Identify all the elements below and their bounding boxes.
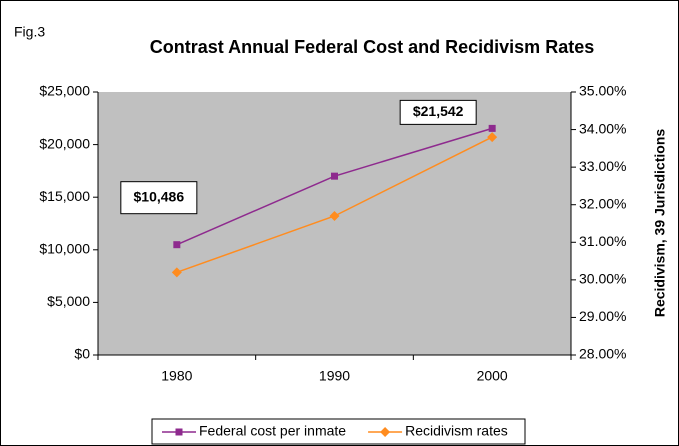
- y2-tick-label: 33.00%: [579, 158, 626, 174]
- data-label: $21,542: [413, 103, 464, 119]
- x-tick-label: 2000: [477, 368, 508, 384]
- y2-tick-label: 30.00%: [579, 271, 626, 287]
- marker: [175, 428, 183, 436]
- y2-tick-label: 31.00%: [579, 233, 626, 249]
- y2-tick-label: 28.00%: [579, 346, 626, 362]
- plot-area: [98, 92, 571, 355]
- chart-title: Contrast Annual Federal Cost and Recidiv…: [150, 37, 594, 57]
- y-tick-label: $5,000: [47, 293, 90, 309]
- marker: [173, 241, 181, 249]
- y-tick-label: $15,000: [39, 188, 90, 204]
- data-label-box: [120, 181, 198, 215]
- y2-axis-title: Recidivism, 39 Jurisdictions: [652, 129, 668, 318]
- y2-tick-label: 32.00%: [579, 195, 626, 211]
- legend-label: Federal cost per inmate: [199, 423, 346, 439]
- data-label-box: [399, 99, 477, 125]
- y2-tick-label: 29.00%: [579, 308, 626, 324]
- marker: [487, 132, 498, 143]
- marker: [329, 210, 340, 221]
- legend-label: Recidivism rates: [405, 423, 508, 439]
- legend-box: [151, 418, 526, 445]
- fig-label: Fig.3: [14, 24, 45, 40]
- data-label: $10,486: [134, 188, 185, 204]
- x-tick-label: 1980: [161, 368, 192, 384]
- y-tick-label: $20,000: [39, 135, 90, 151]
- y2-tick-label: 35.00%: [579, 83, 626, 99]
- marker: [380, 427, 391, 437]
- y-tick-label: $25,000: [39, 83, 90, 99]
- marker: [171, 267, 182, 278]
- x-tick-label: 1990: [319, 368, 350, 384]
- marker: [331, 172, 338, 180]
- y-tick-label: $0: [74, 346, 90, 362]
- y-tick-label: $10,000: [39, 241, 90, 257]
- y2-tick-label: 34.00%: [579, 120, 626, 136]
- marker: [488, 124, 496, 132]
